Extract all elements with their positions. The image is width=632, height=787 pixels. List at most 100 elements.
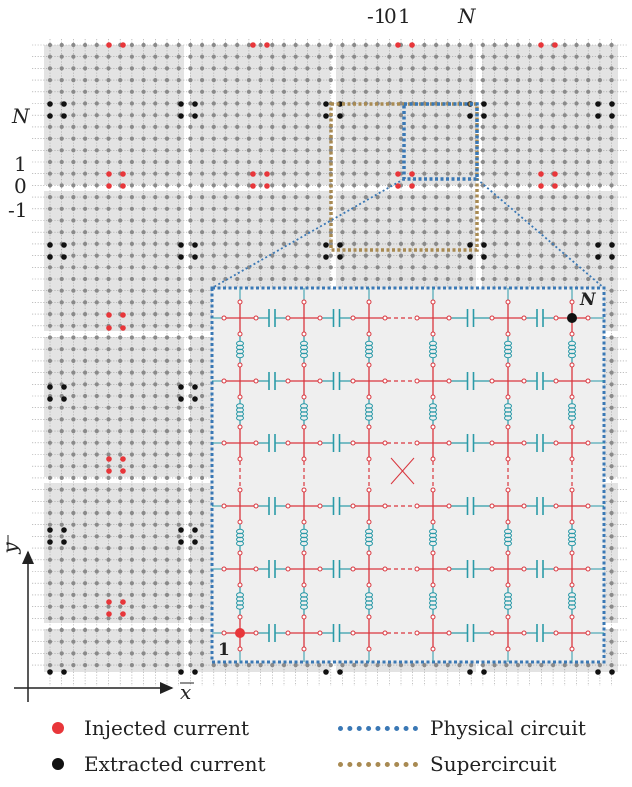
lattice-node	[83, 335, 88, 340]
lattice-node	[328, 241, 333, 246]
extracted-current-marker	[178, 242, 184, 248]
lattice-node	[211, 663, 216, 668]
injected-node-1	[235, 628, 245, 638]
lattice-node	[106, 651, 111, 656]
lattice-node	[153, 171, 158, 176]
lattice-node	[188, 499, 193, 504]
lattice-node	[235, 195, 240, 200]
lattice-node	[164, 300, 170, 305]
lattice-node	[422, 253, 427, 258]
lattice-node	[574, 159, 579, 165]
extracted-current-marker	[192, 384, 198, 390]
lattice-node	[47, 429, 53, 434]
lattice-node	[176, 534, 181, 539]
lattice-node	[562, 159, 567, 165]
lattice-node	[141, 78, 146, 83]
lattice-node	[118, 393, 123, 399]
lattice-node	[281, 195, 287, 200]
lattice-node	[129, 218, 134, 223]
lattice-node	[352, 265, 357, 270]
injected-current-marker	[409, 42, 415, 48]
lattice-node	[480, 136, 485, 141]
lattice-node	[141, 616, 146, 621]
lattice-node	[375, 89, 380, 94]
lattice-node	[164, 288, 170, 293]
lattice-node	[258, 148, 263, 153]
lattice-node	[106, 101, 111, 106]
node-terminal	[301, 362, 307, 368]
lattice-node	[83, 581, 88, 586]
lattice-node	[235, 183, 240, 188]
lattice-node	[211, 42, 216, 48]
lattice-node	[71, 557, 76, 562]
lattice-node	[293, 183, 298, 188]
lattice-node	[83, 604, 88, 609]
lattice-node	[200, 557, 205, 562]
lattice-node	[164, 66, 170, 71]
inductor-coil	[568, 352, 576, 359]
node-terminal	[285, 378, 291, 384]
lattice-node	[71, 124, 76, 129]
lattice-node	[153, 393, 158, 399]
lattice-node	[363, 195, 368, 200]
lattice-node	[586, 171, 591, 176]
lattice-node	[71, 499, 76, 504]
lattice-node	[153, 288, 158, 293]
injected-current-marker	[409, 171, 415, 177]
lattice-node	[562, 265, 567, 270]
lattice-node	[492, 78, 497, 83]
lattice-node	[106, 148, 111, 153]
lattice-node	[153, 382, 158, 387]
lattice-node	[83, 592, 88, 598]
lattice-node	[176, 230, 181, 235]
lattice-node	[305, 171, 310, 176]
lattice-node	[562, 54, 567, 59]
lattice-node	[551, 218, 556, 223]
extracted-current-marker	[61, 113, 67, 119]
lattice-node	[94, 475, 99, 480]
injected-current-marker	[106, 183, 112, 189]
lattice-node	[293, 66, 298, 71]
lattice-node	[410, 276, 415, 282]
lattice-node	[387, 113, 392, 118]
extracted-current-marker	[47, 384, 53, 390]
lattice-node	[527, 101, 532, 106]
lattice-node	[83, 522, 88, 527]
lattice-node	[106, 300, 111, 305]
lattice-node	[609, 300, 614, 305]
lattice-node	[609, 475, 614, 480]
lattice-node	[597, 183, 603, 188]
lattice-node	[188, 206, 193, 211]
lattice-node	[94, 159, 99, 165]
lattice-node	[539, 101, 544, 106]
lattice-node	[317, 124, 322, 129]
lattice-node	[609, 195, 614, 200]
lattice-node	[609, 557, 614, 562]
lattice-node	[106, 159, 111, 165]
extracted-current-marker	[323, 254, 329, 260]
lattice-node	[504, 663, 509, 668]
lattice-node	[47, 581, 53, 586]
lattice-node	[504, 218, 509, 223]
lattice-node	[551, 159, 556, 165]
lattice-node	[106, 347, 111, 352]
legend-supercircuit: Supercircuit	[338, 752, 556, 776]
lattice-node	[422, 66, 427, 71]
lattice-node	[71, 393, 76, 399]
lattice-node	[387, 265, 392, 270]
lattice-node	[434, 230, 439, 235]
lattice-node	[352, 218, 357, 223]
lattice-node	[258, 54, 263, 59]
lattice-node	[574, 265, 579, 270]
lattice-node	[83, 487, 88, 492]
lattice-node	[597, 159, 603, 165]
lattice-node	[200, 241, 205, 246]
lattice-node	[551, 253, 556, 258]
lattice-node	[94, 616, 99, 621]
lattice-node	[445, 183, 450, 188]
physical-circuit-outline	[402, 102, 479, 181]
lattice-node	[609, 323, 614, 328]
lattice-node	[188, 101, 193, 106]
lattice-node	[281, 124, 287, 129]
node-terminal	[489, 440, 495, 446]
